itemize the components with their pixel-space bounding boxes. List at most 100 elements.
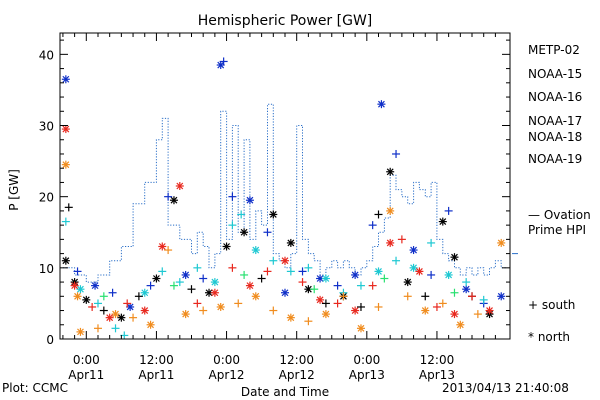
point-stroke-d2 [269,211,277,218]
point-stroke-d2 [357,324,365,332]
point-noaa-18-6 [146,320,155,329]
point-metp-02-20 [374,210,383,219]
point-stroke-d2 [421,307,429,314]
x-tick-label-date-4: Apr13 [349,368,385,382]
point-noaa-16-11 [237,210,246,219]
point-noaa-16-13 [269,256,278,265]
legend-ovation-line1: — Ovation [528,208,591,222]
point-noaa-17-0 [99,292,108,301]
point-metp-02-22 [403,278,412,287]
legend: METP-02 NOAA-15 NOAA-16 NOAA-17 NOAA-18 … [528,43,591,344]
legend-noaa-16: NOAA-16 [528,90,582,104]
point-metp-02-7 [152,274,161,283]
legend-ovation-line2: Prime HPI [528,223,586,237]
legend-noaa-17: NOAA-17 [528,114,582,128]
point-noaa-19-5 [140,306,149,315]
data-points [61,57,506,340]
x-tick-label-date-5: Apr13 [419,368,455,382]
point-noaa-19-21 [415,267,424,276]
point-noaa-19-9 [210,288,219,297]
point-noaa-16-3 [111,324,120,333]
point-metp-02-21 [386,167,395,176]
point-stroke-d2 [322,310,330,318]
point-stroke-d2 [141,307,149,314]
point-noaa-18-13 [269,306,278,315]
point-noaa-15-12 [245,196,254,205]
point-noaa-16-21 [409,263,418,272]
point-stroke-d2 [158,243,166,250]
point-stroke-d2 [287,239,295,247]
point-noaa-18-20 [386,206,395,215]
point-stroke-d2 [386,168,394,176]
point-metp-02-6 [134,292,143,301]
point-noaa-17-4 [380,274,389,283]
point-metp-02-25 [450,253,459,262]
point-stroke-d2 [182,271,190,279]
point-metp-02-4 [99,306,108,315]
point-noaa-18-14 [286,313,295,322]
point-noaa-15-13 [263,228,272,237]
point-noaa-16-19 [374,267,383,276]
point-stroke-d2 [252,246,260,254]
point-noaa-16-20 [392,256,401,265]
point-noaa-19-6 [158,242,167,251]
point-stroke-d2 [378,100,385,108]
point-noaa-15-27 [497,292,506,301]
point-noaa-15-24 [444,206,453,215]
point-noaa-18-16 [321,310,330,319]
timestamp: 2013/04/13 21:40:08 [442,381,569,395]
legend-south-marker: + south [528,298,575,312]
point-noaa-18-21 [403,292,412,301]
point-metp-02-19 [356,302,365,311]
point-stroke-d2 [62,161,70,169]
y-tick-label-40: 40 [39,48,54,62]
legend-north-marker: * north [528,330,570,344]
point-noaa-16-9 [210,278,219,287]
point-noaa-19-16 [333,299,342,308]
point-stroke-d2 [91,282,99,290]
point-metp-02-12 [240,228,249,237]
point-noaa-16-12 [251,246,260,255]
point-noaa-19-20 [397,235,406,244]
point-stroke-d2 [451,310,458,318]
point-noaa-15-21 [392,149,401,158]
point-stroke-d2 [451,253,458,261]
point-noaa-15-16 [316,274,325,283]
legend-noaa-15: NOAA-15 [528,67,582,81]
point-noaa-19-25 [485,306,494,315]
point-noaa-15-19 [368,221,377,230]
point-stroke-d2 [117,314,125,322]
axes: 0102030400:00Apr1112:00Apr110:00Apr1212:… [39,32,511,382]
point-stroke-d2 [211,289,219,297]
legend-noaa-18: NOAA-18 [528,130,582,144]
point-noaa-19-8 [193,299,202,308]
y-tick-label-30: 30 [39,120,54,134]
point-noaa-16-25 [479,295,488,304]
point-noaa-19-7 [175,182,184,190]
point-stroke-d2 [386,239,394,247]
point-noaa-18-8 [181,310,190,319]
point-noaa-19-10 [228,263,237,272]
point-noaa-16-22 [427,238,436,247]
point-stroke-d2 [415,267,423,275]
point-noaa-18-15 [304,317,313,326]
point-noaa-15-14 [281,288,289,297]
point-noaa-17-3 [310,285,319,294]
point-noaa-19-11 [245,281,254,290]
chart-title: Hemispheric Power [GW] [198,13,373,29]
point-noaa-15-4 [126,302,135,311]
point-noaa-19-19 [386,238,395,247]
point-stroke-d2 [445,271,453,279]
point-metp-02-13 [257,274,266,283]
x-tick-label-date-1: Apr11 [138,368,174,382]
point-noaa-18-19 [374,302,383,311]
point-noaa-15-25 [462,285,471,294]
point-noaa-15-2 [91,281,100,290]
point-noaa-18-9 [199,306,208,315]
point-metp-02-17 [321,299,330,308]
plot-credit: Plot: CCMC [2,381,68,395]
point-noaa-16-5 [140,288,149,297]
point-noaa-15-20 [377,100,386,109]
point-stroke-d2 [62,125,70,133]
point-stroke-d2 [153,275,160,282]
